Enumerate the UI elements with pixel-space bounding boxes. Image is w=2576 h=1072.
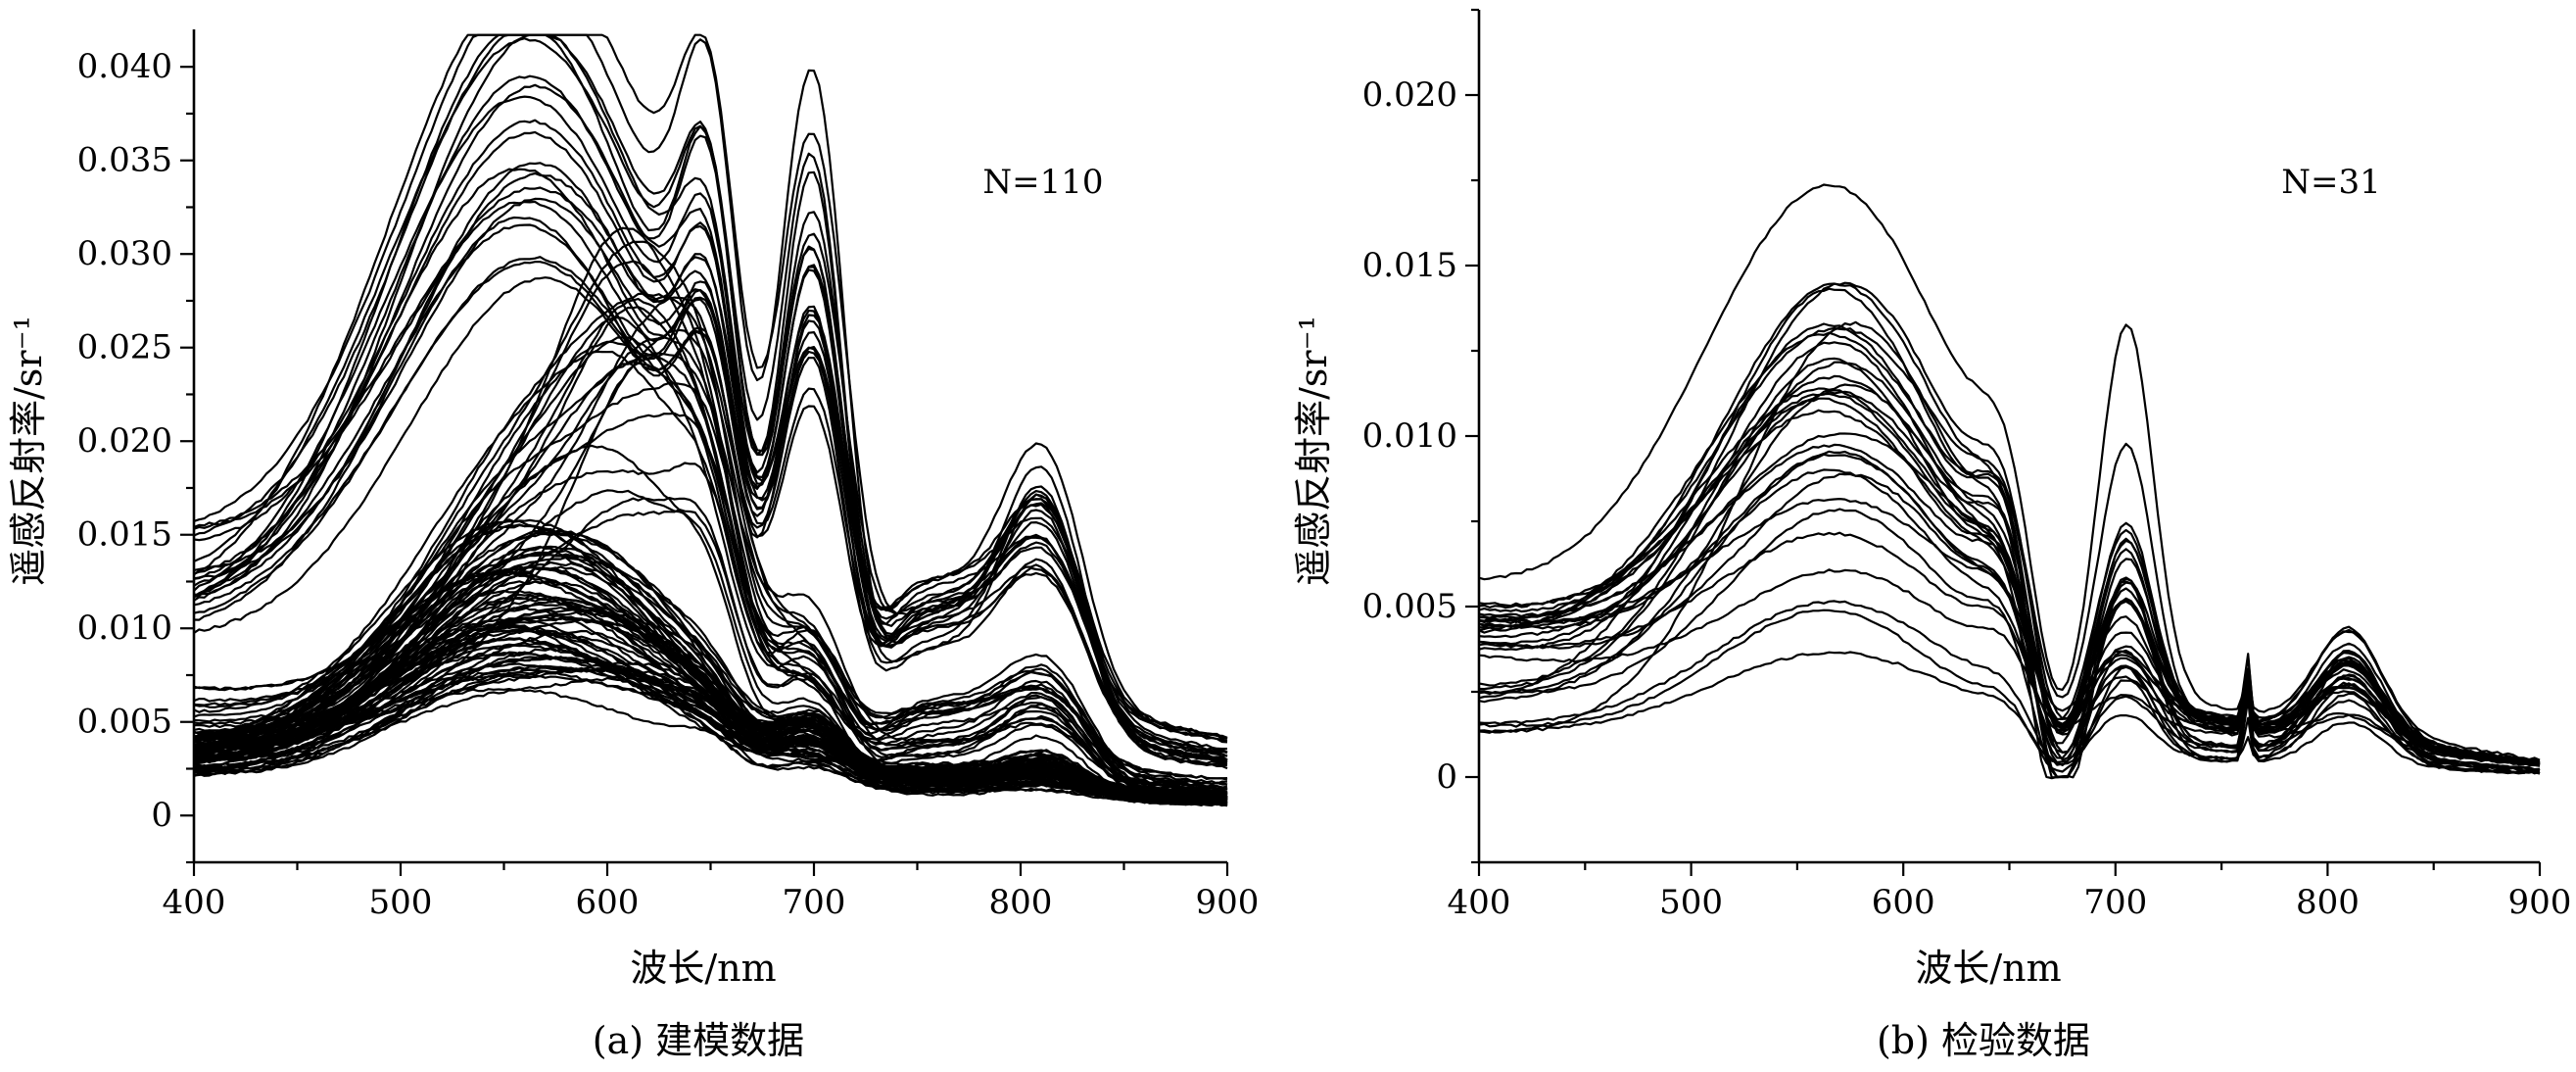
panel-b-spectrum-curve <box>1478 331 2541 765</box>
panel-a-spectrum-curve <box>193 529 1228 801</box>
panel-b-x-tick-label: 800 <box>2296 883 2360 922</box>
panel-b-curves <box>1478 183 2541 780</box>
panel-a-spectrum-curve <box>193 637 1228 800</box>
panel-a-spectrum-curve <box>193 625 1228 802</box>
panel-a-curves <box>193 33 1228 807</box>
panel-b-y-tick-label: 0.010 <box>1362 416 1457 456</box>
panel-b-spectrum-curve <box>1478 361 2541 764</box>
panel-a-caption: (a) 建模数据 <box>593 1019 804 1062</box>
panel-b-x-tick-label: 600 <box>1872 883 1935 922</box>
panel-b-x-tick-label: 900 <box>2508 883 2572 922</box>
panel-a-spectrum-curve <box>193 350 1228 789</box>
panel-b-spectrum-curve <box>1478 531 2541 766</box>
panel-a-x-axis-label: 波长/nm <box>630 947 776 990</box>
panel-a-spectrum-curve <box>193 523 1228 797</box>
panel-a-spectrum-curve <box>193 352 1228 786</box>
panel-b-spectrum-curve <box>1478 326 2541 766</box>
panel-b-y-tick-label: 0.015 <box>1362 246 1457 285</box>
panel-b-spectrum-curve <box>1478 443 2541 763</box>
panel-b-x-tick-label: 500 <box>1659 883 1723 922</box>
panel-a-y-tick-label: 0.020 <box>77 421 172 461</box>
panel-a-y-tick-label: 0.025 <box>77 328 172 367</box>
panel-b-spectrum-curve <box>1478 568 2541 767</box>
panel-a-spectrum-curve <box>193 216 1228 767</box>
panel-b-spectrum-curve <box>1478 281 2541 766</box>
panel-b-x-tick-label: 700 <box>2083 883 2147 922</box>
panel-b-spectrum-curve <box>1478 357 2541 780</box>
panel-b-spectrum-curve <box>1478 397 2541 765</box>
panel-a-spectrum-curve <box>193 600 1228 802</box>
panel-a-spectrum-curve <box>193 593 1228 799</box>
panel-b-x-axis-label: 波长/nm <box>1915 947 2061 990</box>
panel-b-spectrum-curve <box>1478 609 2541 775</box>
panel-b-y-tick-label: 0.005 <box>1362 587 1457 626</box>
panel-b-spectrum-curve <box>1478 409 2541 764</box>
panel-a-x-tick-label: 900 <box>1196 883 1260 922</box>
panel-a-y-axis-label: 遥感反射率/sr⁻¹ <box>7 316 50 586</box>
panel-b-spectrum-curve <box>1478 600 2540 774</box>
panel-a-modeling-data: 400 500 600 700 800 900 0 0.005 0.010 0.015 0.020 0… <box>7 29 1259 1062</box>
panel-a-spectrum-curve <box>193 197 1227 751</box>
panel-a-spectrum-curve <box>193 130 1228 755</box>
panel-a-x-tick-label: 400 <box>163 883 226 922</box>
panel-a-spectrum-curve <box>193 33 1228 742</box>
panel-a-spectrum-curve <box>193 200 1228 740</box>
panel-a-spectrum-curve <box>193 171 1228 761</box>
panel-a-x-tick-label: 500 <box>369 883 433 922</box>
panel-a-spectrum-curve <box>193 637 1228 805</box>
panel-a-spectrum-curve <box>194 444 1228 802</box>
panel-a-y-tick-label: 0.005 <box>77 703 172 742</box>
panel-a-x-tick-label: 800 <box>989 883 1053 922</box>
panel-a-y-tick-label: 0.010 <box>77 609 172 648</box>
panel-b-y-tick-label: 0.020 <box>1362 75 1457 115</box>
panel-a-y-tick-label: 0 <box>151 796 172 835</box>
panel-b-axes: 400 500 600 700 800 900 0 0.005 0.010 0.015 0.020 <box>1362 8 2572 922</box>
panel-a-x-tick-label: 600 <box>576 883 640 922</box>
panel-a-annotation: N=110 <box>982 163 1103 202</box>
panel-a-spectrum-curve <box>193 462 1228 794</box>
panel-a-y-tick-label: 0.035 <box>77 141 172 180</box>
panel-b-y-axis-label: 遥感反射率/sr⁻¹ <box>1292 316 1335 586</box>
panel-b-x-tick-label: 400 <box>1448 883 1511 922</box>
panel-b-caption: (b) 检验数据 <box>1877 1019 2090 1062</box>
panel-b-validation-data: 400 500 600 700 800 90000.0050.0100.0150.020 … <box>1292 8 2572 1062</box>
panel-b-annotation: N=31 <box>2281 163 2381 202</box>
panel-a-x-tick-label: 700 <box>783 883 846 922</box>
panel-a-y-tick-label: 0.015 <box>77 515 172 555</box>
panel-a-spectrum-curve <box>193 532 1228 797</box>
panel-a-y-tick-label: 0.030 <box>77 234 172 273</box>
panel-a-axes: 400 500 600 700 800 900 0 0.005 0.010 0.015 0.020 0… <box>77 29 1260 922</box>
panel-a-spectrum-curve <box>193 33 1228 740</box>
panel-b-y-tick-label: 0 <box>1436 757 1457 797</box>
panel-a-y-tick-label: 0.040 <box>77 47 172 86</box>
panel-a-spectrum-curve <box>193 95 1228 764</box>
panel-b-spectrum-curve <box>1478 651 2541 775</box>
panel-a-spectrum-curve <box>193 655 1228 806</box>
panel-a-spectrum-curve <box>193 296 1228 785</box>
panel-a-spectrum-curve <box>193 37 1228 755</box>
